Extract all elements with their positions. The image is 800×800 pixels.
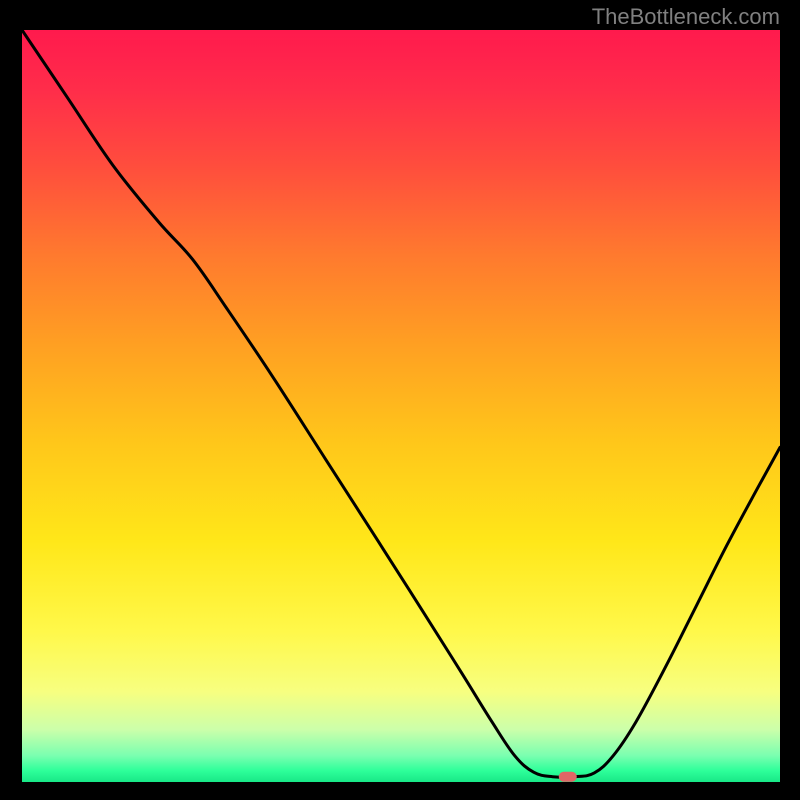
plot-area [22,30,780,782]
bottleneck-curve [22,30,780,777]
chart-container: TheBottleneck.com [0,0,800,800]
watermark-text: TheBottleneck.com [592,4,780,30]
bottleneck-curve-layer [22,30,780,782]
optimum-marker [559,772,577,782]
